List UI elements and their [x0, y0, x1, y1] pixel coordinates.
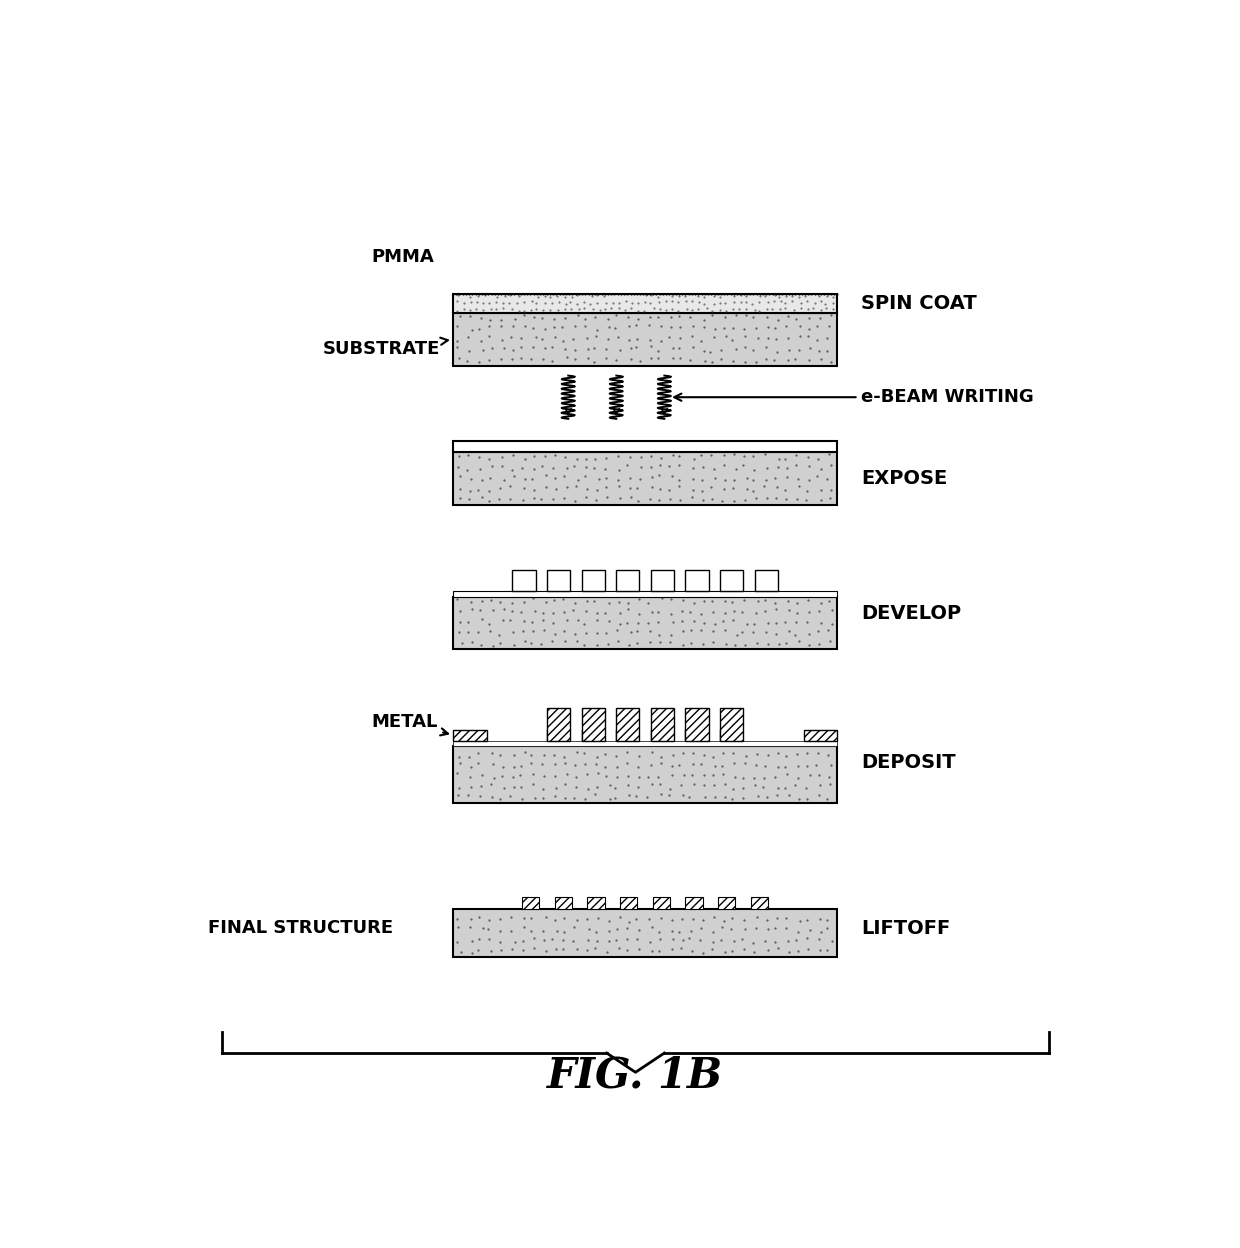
Bar — [751, 897, 768, 909]
Text: EXPOSE: EXPOSE — [862, 469, 947, 488]
Bar — [453, 590, 837, 597]
Bar — [616, 569, 640, 590]
Text: LIFTOFF: LIFTOFF — [862, 919, 951, 937]
Bar — [453, 453, 837, 505]
Bar — [522, 897, 539, 909]
Bar — [453, 293, 837, 313]
Bar — [453, 741, 837, 745]
Text: METAL: METAL — [371, 714, 448, 735]
Bar — [720, 730, 743, 741]
Bar — [547, 730, 570, 741]
Bar — [620, 897, 637, 909]
Bar — [453, 597, 837, 649]
Bar — [588, 897, 605, 909]
Bar — [453, 313, 837, 366]
Bar — [582, 730, 605, 741]
Bar — [804, 730, 837, 741]
Text: PMMA: PMMA — [371, 248, 434, 266]
Text: SPIN COAT: SPIN COAT — [862, 295, 977, 313]
Bar — [512, 569, 536, 590]
Text: SUBSTRATE: SUBSTRATE — [324, 338, 448, 358]
Text: FIG. 1B: FIG. 1B — [547, 1055, 724, 1096]
Bar — [651, 730, 675, 741]
Bar — [616, 708, 640, 741]
Bar — [554, 897, 572, 909]
Bar — [652, 897, 670, 909]
Text: e-BEAM WRITING: e-BEAM WRITING — [675, 388, 1034, 406]
Bar — [547, 708, 570, 741]
Text: FINAL STRUCTURE: FINAL STRUCTURE — [208, 919, 393, 937]
Text: DEVELOP: DEVELOP — [862, 604, 961, 623]
Bar — [453, 745, 837, 804]
Bar — [651, 708, 675, 741]
Bar — [686, 730, 708, 741]
Bar — [616, 730, 640, 741]
Bar — [720, 569, 743, 590]
Bar — [651, 569, 675, 590]
Bar — [582, 569, 605, 590]
Bar — [453, 730, 486, 741]
Bar — [686, 569, 708, 590]
Bar — [453, 909, 837, 957]
Bar — [718, 897, 735, 909]
Bar — [686, 897, 703, 909]
Bar — [547, 569, 570, 590]
Bar — [755, 569, 777, 590]
Text: DEPOSIT: DEPOSIT — [862, 754, 956, 773]
Bar — [686, 708, 708, 741]
Bar — [582, 708, 605, 741]
Bar — [720, 708, 743, 741]
Bar — [453, 441, 837, 453]
